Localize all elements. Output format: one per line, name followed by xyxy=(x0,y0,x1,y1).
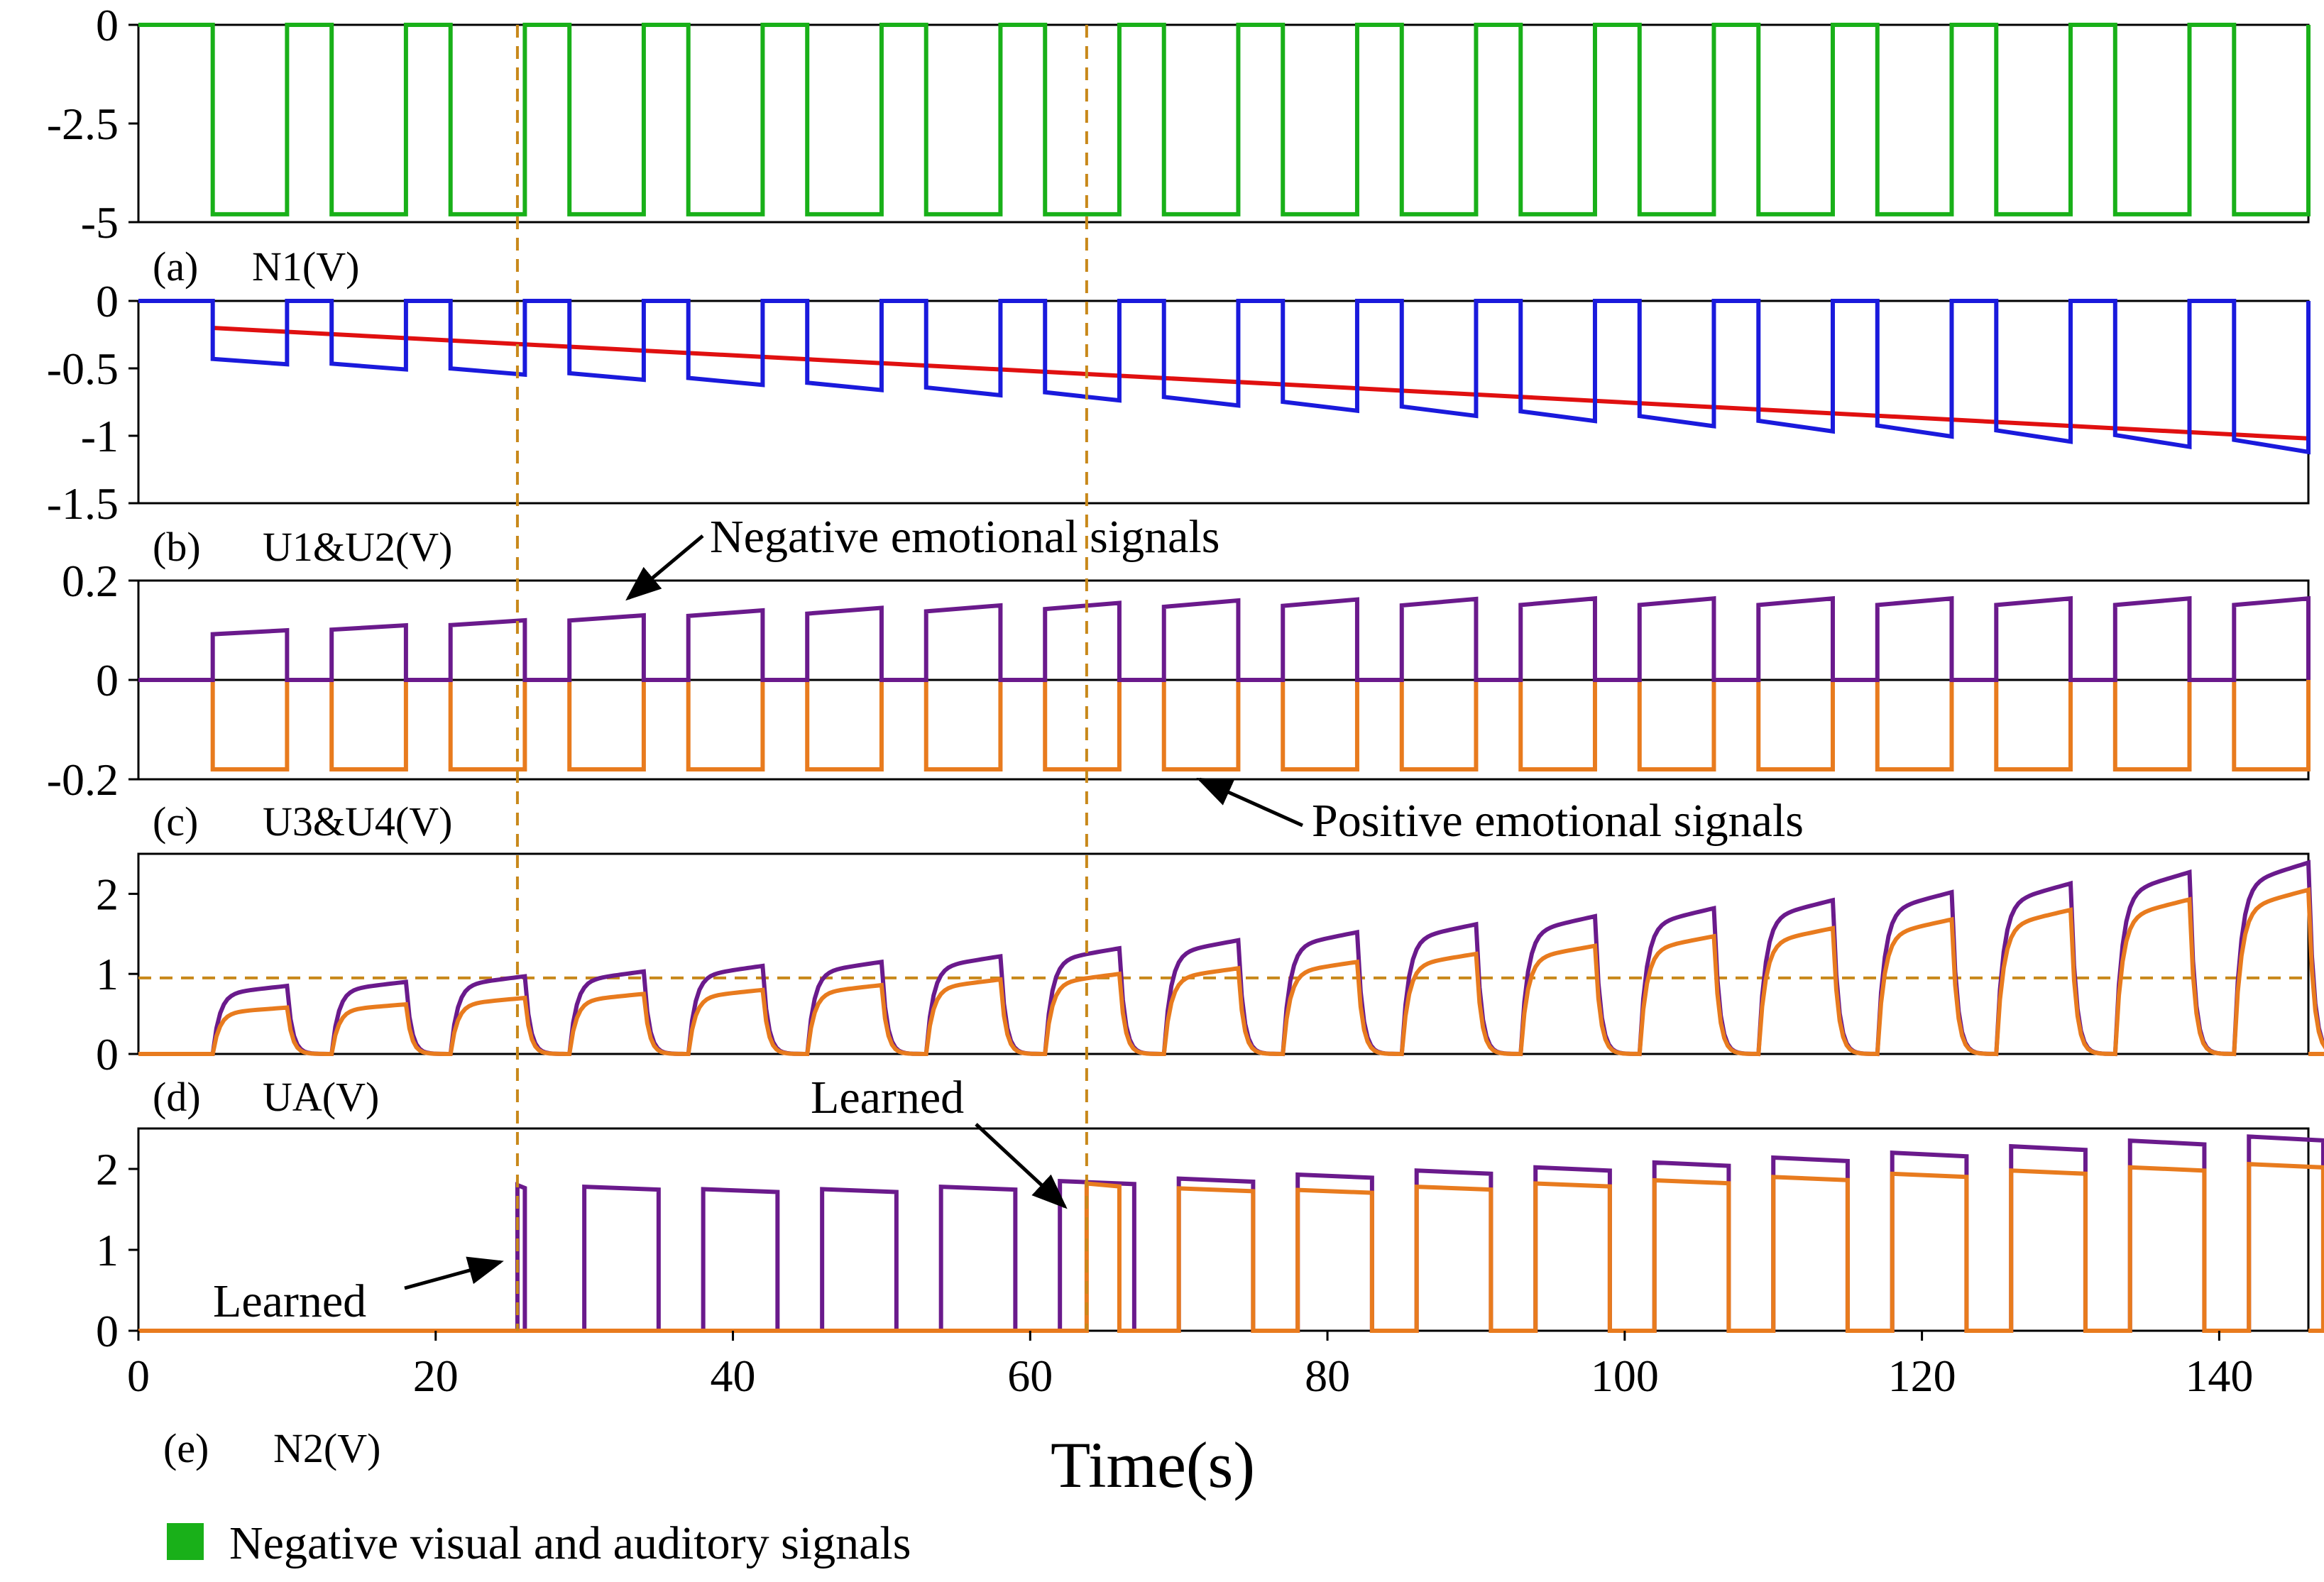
panel-c: 0.2 0 -0.2 (c) U3&U4(V) xyxy=(47,556,2311,845)
arrow-learned-2 xyxy=(975,1123,1068,1209)
panel-b-yticks: 0 -0.5 -1 -1.5 xyxy=(47,276,138,529)
panel-d-label: (d) xyxy=(153,1074,201,1120)
series-n2-orange-line xyxy=(138,1162,2324,1333)
ytick-label: 2 xyxy=(96,1144,119,1194)
panel-a-series xyxy=(138,23,2311,216)
panel-d-series xyxy=(138,859,2324,1057)
arrow-positive-emotional xyxy=(1196,777,1304,828)
ytick-label: -0.2 xyxy=(47,754,119,805)
annotation-learned-1: Learned xyxy=(213,1275,366,1327)
series-positive-emotional-line xyxy=(138,678,2311,771)
panel-c-series xyxy=(138,595,2311,771)
x-axis-title: Time(s) xyxy=(1051,1429,1255,1501)
ytick-label: -5 xyxy=(81,197,119,248)
panel-a-label: (a) xyxy=(153,243,198,290)
panel-b-label: (b) xyxy=(153,524,201,570)
panel-a-frame xyxy=(137,23,2310,224)
xtick-label: 140 xyxy=(2185,1351,2253,1401)
ytick-label: -1 xyxy=(81,411,119,461)
ytick-label: 0 xyxy=(96,1029,119,1080)
ytick-label: 1 xyxy=(96,949,119,999)
series-n1-line xyxy=(138,23,2311,216)
panel-a-yticks: 0 -2.5 -5 xyxy=(47,0,138,248)
legend-swatch xyxy=(167,1523,204,1560)
x-axis-ticks: 0 20 40 60 80 100 120 140 xyxy=(127,1331,2253,1401)
series-u2-line xyxy=(212,326,2309,441)
panel-e-frame xyxy=(137,1127,2310,1332)
ytick-label: 1 xyxy=(96,1225,119,1275)
panel-e-label: (e) xyxy=(163,1425,209,1471)
ytick-label: 2 xyxy=(96,869,119,919)
panel-c-ylabel: U3&U4(V) xyxy=(263,798,452,845)
series-ua-orange-line xyxy=(138,886,2324,1057)
arrow-learned-1 xyxy=(404,1256,504,1290)
ytick-label: 0 xyxy=(96,276,119,326)
annotation-positive-emotional: Positive emotional signals xyxy=(1312,795,1804,847)
xtick-label: 120 xyxy=(1888,1351,1956,1401)
ytick-label: 0 xyxy=(96,1306,119,1356)
panel-b: 0 -0.5 -1 -1.5 (b) U1&U2(V) xyxy=(47,276,2311,570)
panel-e-yticks: 2 1 0 xyxy=(96,1144,138,1356)
panel-e-series xyxy=(138,1134,2324,1333)
ytick-label: -0.5 xyxy=(47,344,119,394)
series-u1-line xyxy=(138,299,2311,455)
xtick-label: 20 xyxy=(413,1351,459,1401)
ytick-label: -2.5 xyxy=(47,99,119,149)
panel-c-label: (c) xyxy=(153,798,198,845)
panel-e: 2 1 0 0 20 40 60 80 100 120 140 (e) N2(V) Time(s) xyxy=(96,1127,2324,1501)
xtick-label: 40 xyxy=(711,1351,756,1401)
legend: Negative visual and auditory signals xyxy=(167,1517,911,1569)
panel-e-ylabel: N2(V) xyxy=(273,1425,380,1471)
panel-c-yticks: 0.2 0 -0.2 xyxy=(47,556,138,805)
panel-d-frame xyxy=(137,852,2310,1055)
panel-a: 0 -2.5 -5 (a) N1(V) xyxy=(47,0,2311,290)
annotation-learned-2: Learned xyxy=(811,1072,964,1124)
annotation-negative-emotional: Negative emotional signals xyxy=(710,511,1220,563)
ytick-label: 0 xyxy=(96,0,119,50)
ytick-label: -1.5 xyxy=(47,478,119,529)
ytick-label: 0 xyxy=(96,655,119,705)
xtick-label: 80 xyxy=(1305,1351,1350,1401)
series-negative-emotional-line xyxy=(138,595,2311,682)
panel-b-series xyxy=(138,299,2311,455)
panel-d: 2 1 0 (d) UA(V) xyxy=(96,852,2324,1120)
xtick-label: 100 xyxy=(1591,1351,1659,1401)
arrow-negative-emotional xyxy=(625,534,704,601)
xtick-label: 60 xyxy=(1007,1351,1053,1401)
ytick-label: 0.2 xyxy=(62,556,119,606)
xtick-label: 0 xyxy=(127,1351,150,1401)
panel-b-ylabel: U1&U2(V) xyxy=(263,524,452,570)
learned-markers xyxy=(515,25,1088,1331)
series-n2-purple-line xyxy=(138,1134,2324,1333)
panel-d-yticks: 2 1 0 xyxy=(96,869,138,1080)
panel-d-ylabel: UA(V) xyxy=(263,1074,379,1120)
panel-a-ylabel: N1(V) xyxy=(252,243,359,290)
annotations: Negative emotional signals Positive emot… xyxy=(213,511,1804,1327)
legend-label: Negative visual and auditory signals xyxy=(229,1517,911,1569)
